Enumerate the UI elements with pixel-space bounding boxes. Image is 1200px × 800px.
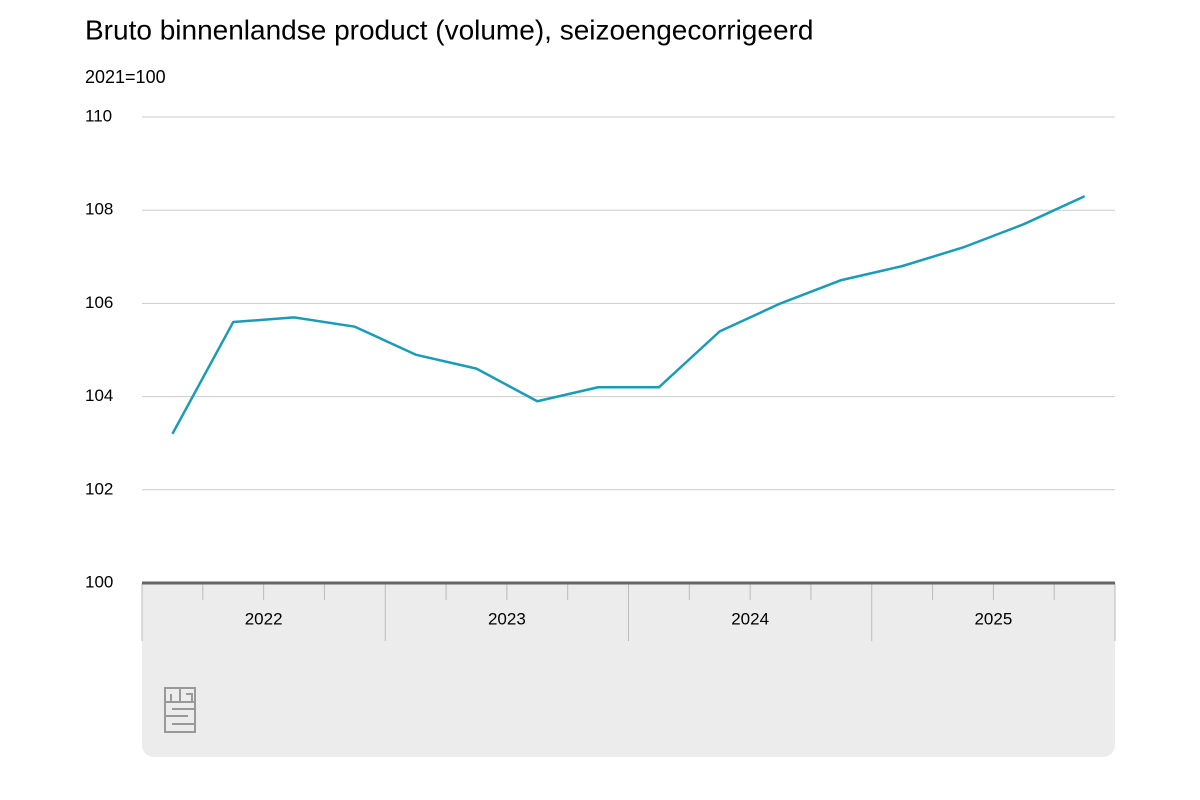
y-axis-unit: 2021=100: [85, 67, 166, 87]
cbs-logo: [164, 687, 196, 733]
x-tick-label: 2023: [488, 609, 526, 628]
x-tick-label: 2022: [245, 609, 283, 628]
y-tick-label: 108: [85, 200, 113, 219]
x-tick-label: 2024: [731, 609, 769, 628]
data-line: [171, 195, 1086, 435]
y-tick-label: 106: [85, 293, 113, 312]
y-tick-label: 102: [85, 479, 113, 498]
y-tick-label: 104: [85, 386, 113, 405]
chart-title: Bruto binnenlandse product (volume), sei…: [85, 14, 813, 45]
y-tick-label: 100: [85, 572, 113, 591]
y-tick-label: 110: [85, 106, 112, 125]
x-tick-label: 2025: [974, 609, 1012, 628]
